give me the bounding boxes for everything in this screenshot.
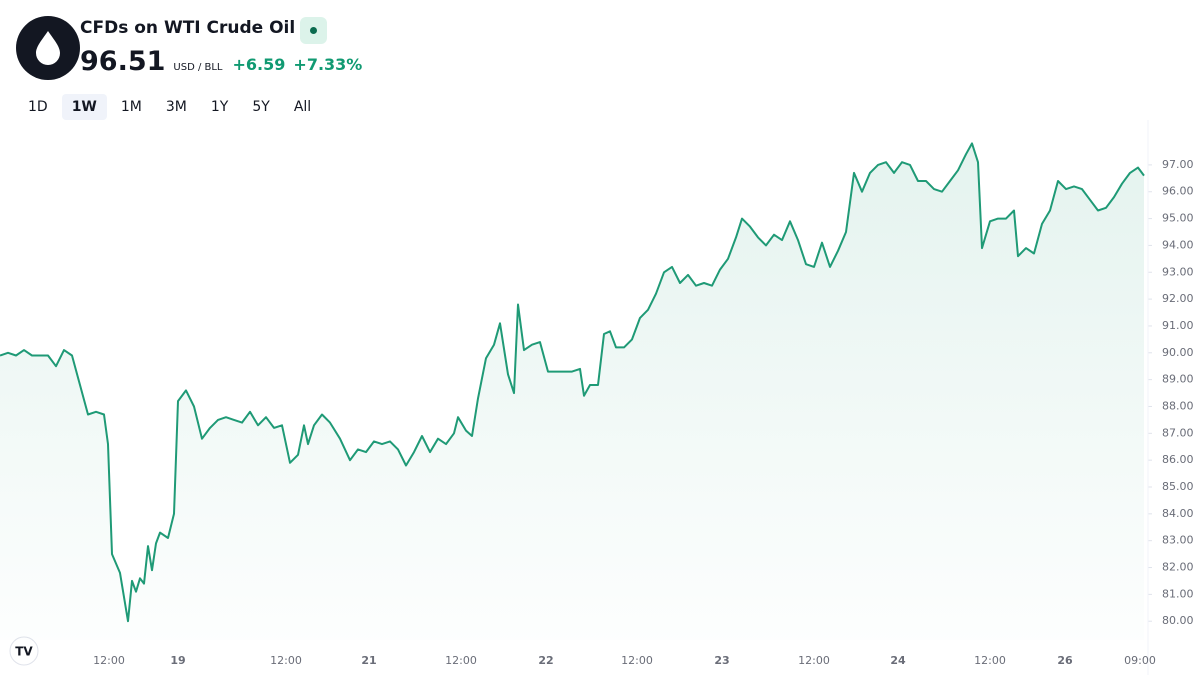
range-tab[interactable]: 3M: [165, 99, 187, 115]
market-status[interactable]: [300, 17, 327, 44]
y-tick-label: 97.00: [1162, 158, 1194, 171]
x-tick-label: 23: [714, 654, 729, 667]
range-tab[interactable]: 1D: [28, 99, 48, 115]
x-tick-label: 19: [170, 654, 185, 667]
range-tab[interactable]: All: [293, 99, 312, 115]
y-tick-label: 90.00: [1162, 346, 1194, 359]
y-tick-label: 88.00: [1162, 399, 1194, 412]
x-tick-label: 12:00: [974, 654, 1006, 667]
y-tick-label: 92.00: [1162, 292, 1194, 305]
x-tick-label: 12:00: [621, 654, 653, 667]
y-tick-label: 83.00: [1162, 534, 1194, 547]
tv-logo: TV: [9, 636, 39, 666]
x-tick-label: 12:00: [93, 654, 125, 667]
y-tick-label: 86.00: [1162, 453, 1194, 466]
y-tick-label: 84.00: [1162, 507, 1194, 520]
y-tick-label: 85.00: [1162, 480, 1194, 493]
y-tick-label: 95.00: [1162, 212, 1194, 225]
y-tick-label: 96.00: [1162, 185, 1194, 198]
title: CFDs on WTI Crude Oil: [80, 18, 296, 38]
y-tick-label: 89.00: [1162, 373, 1194, 386]
logo-drop: [36, 31, 60, 65]
range-tabs: 1D 1W 1M 3M 1Y 5Y All: [18, 94, 321, 120]
x-tick-label: 12:00: [270, 654, 302, 667]
y-tick-label: 81.00: [1162, 587, 1194, 600]
x-tick-label: 12:00: [445, 654, 477, 667]
change: +6.59: [232, 55, 286, 74]
x-tick-label: 24: [890, 654, 906, 667]
change-percent: +7.33%: [293, 55, 363, 74]
x-tick-label: 12:00: [798, 654, 830, 667]
y-tick-label: 80.00: [1162, 614, 1194, 627]
y-tick-label: 94.00: [1162, 238, 1194, 251]
x-tick-label: 26: [1057, 654, 1073, 667]
y-tick-label: 91.00: [1162, 319, 1194, 332]
y-tick-label: 87.00: [1162, 426, 1194, 439]
area-fill: [0, 143, 1144, 640]
x-tick-label: 09:00: [1124, 654, 1156, 667]
unit: USD / BLL: [173, 62, 223, 73]
y-tick-label: 82.00: [1162, 561, 1194, 574]
x-tick-label: 21: [361, 654, 376, 667]
price-line: [0, 142, 1145, 623]
price: 96.51: [80, 46, 166, 77]
svg-text:TV: TV: [15, 645, 33, 659]
range-tab[interactable]: 1Y: [210, 99, 229, 115]
range-tab[interactable]: 1M: [120, 99, 142, 115]
y-tick-label: 93.00: [1162, 265, 1194, 278]
range-tab[interactable]: 1W: [61, 94, 107, 120]
x-tick-label: 22: [538, 654, 553, 667]
price-row: 96.51 USD / BLL +6.59 +7.33%: [80, 46, 362, 77]
range-tab[interactable]: 5Y: [252, 99, 270, 115]
